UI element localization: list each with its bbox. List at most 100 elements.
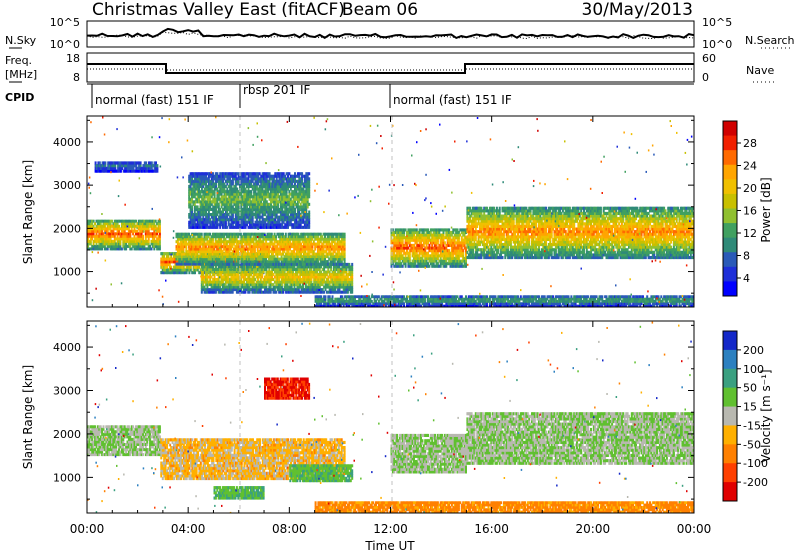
echo-cell — [233, 268, 236, 271]
echo-cell — [256, 240, 259, 244]
echo-cell — [105, 234, 108, 238]
echo-cell — [193, 257, 196, 261]
echo-cell — [135, 229, 137, 233]
echo-cell — [101, 169, 104, 173]
echo-cell — [324, 235, 326, 239]
echo-cell — [246, 262, 249, 266]
echo-cell — [276, 265, 279, 269]
echo-cell — [297, 242, 300, 246]
echo-cell — [321, 237, 324, 241]
echo-cell — [312, 255, 315, 259]
echo-cell — [206, 290, 209, 294]
echo-cell — [279, 235, 282, 239]
echo-cell — [125, 234, 128, 238]
echo-cell — [92, 229, 95, 233]
echo-cell — [304, 290, 307, 294]
cpid-segment: rbsp 201 IF — [243, 83, 310, 97]
echo-cell — [241, 275, 244, 279]
echo-cell — [275, 250, 277, 254]
echo-cell — [214, 262, 217, 266]
echo-cell — [272, 237, 275, 241]
echo-cell — [305, 245, 308, 249]
echo-cell — [178, 255, 181, 259]
echo-cell — [297, 240, 300, 244]
cpid-segment: normal (fast) 151 IF — [393, 93, 512, 107]
echo-cell — [166, 265, 168, 269]
echo-cell — [230, 288, 233, 292]
echo-cell — [294, 240, 297, 244]
echo-cell — [296, 270, 299, 274]
echo-cell — [331, 257, 333, 261]
echo-cell — [241, 290, 244, 294]
echo-cell — [221, 278, 224, 281]
echo-cell — [146, 164, 149, 168]
echo-cell — [94, 227, 97, 231]
echo-cell — [241, 245, 244, 249]
echo-cell — [200, 268, 203, 271]
echo-cell — [195, 232, 198, 236]
echo-cell — [313, 275, 316, 279]
echo-cell — [125, 232, 128, 236]
echo-cell — [335, 257, 338, 261]
echo-cell — [186, 242, 189, 246]
echo-cell — [156, 166, 159, 170]
echo-cell — [187, 254, 189, 258]
echo-cell — [105, 229, 108, 233]
echo-cell — [322, 250, 325, 254]
echo-cell — [218, 260, 221, 264]
echo-cell — [305, 255, 308, 259]
echo-cell — [295, 262, 297, 266]
echo-cell — [163, 254, 166, 258]
echo-cell — [228, 252, 231, 256]
echo-cell — [233, 283, 236, 287]
echo-cell — [189, 250, 192, 254]
echo-cell — [87, 247, 89, 251]
echo-cell — [234, 235, 237, 239]
echo-cell — [235, 290, 238, 294]
echo-cell — [207, 270, 210, 274]
echo-cell — [291, 235, 294, 239]
echo-cell — [268, 245, 270, 249]
echo-cell — [245, 240, 248, 244]
echo-cell — [124, 169, 127, 173]
echo-cell — [254, 273, 257, 276]
echo-cell — [211, 252, 214, 256]
echo-cell — [283, 283, 286, 287]
echo-cell — [203, 240, 206, 244]
echo-cell — [290, 278, 293, 281]
echo-cell — [250, 270, 252, 274]
echo-cell — [209, 280, 212, 284]
echo-cell — [186, 250, 189, 254]
echo-cell — [271, 288, 274, 292]
echo-cell — [343, 242, 346, 246]
echo-cell — [262, 250, 265, 254]
echo-cell — [204, 232, 207, 236]
echo-cell — [213, 232, 216, 236]
echo-cell — [133, 227, 136, 231]
echo-cell — [227, 252, 230, 256]
echo-cell — [207, 245, 210, 249]
echo-cell — [108, 169, 111, 173]
echo-cell — [178, 242, 181, 246]
echo-cell — [292, 275, 295, 279]
echo-cell — [217, 235, 220, 239]
echo-cell — [269, 237, 272, 241]
echo-cell — [259, 252, 262, 256]
echo-cell — [280, 288, 283, 292]
echo-cell — [154, 232, 157, 236]
echo-cell — [243, 288, 245, 292]
echo-cell — [167, 257, 170, 261]
echo-cell — [178, 260, 181, 264]
echo-cell — [253, 235, 256, 239]
echo-cell — [300, 268, 303, 271]
echo-cell — [291, 240, 294, 244]
echo-cell — [332, 247, 335, 251]
echo-cell — [136, 232, 139, 236]
echo-cell — [340, 260, 343, 264]
echo-cell — [94, 237, 97, 241]
echo-cell — [254, 288, 257, 292]
echo-cell — [296, 273, 299, 276]
echo-cell — [260, 257, 263, 261]
echo-cell — [119, 239, 122, 243]
echo-cell — [144, 219, 147, 223]
